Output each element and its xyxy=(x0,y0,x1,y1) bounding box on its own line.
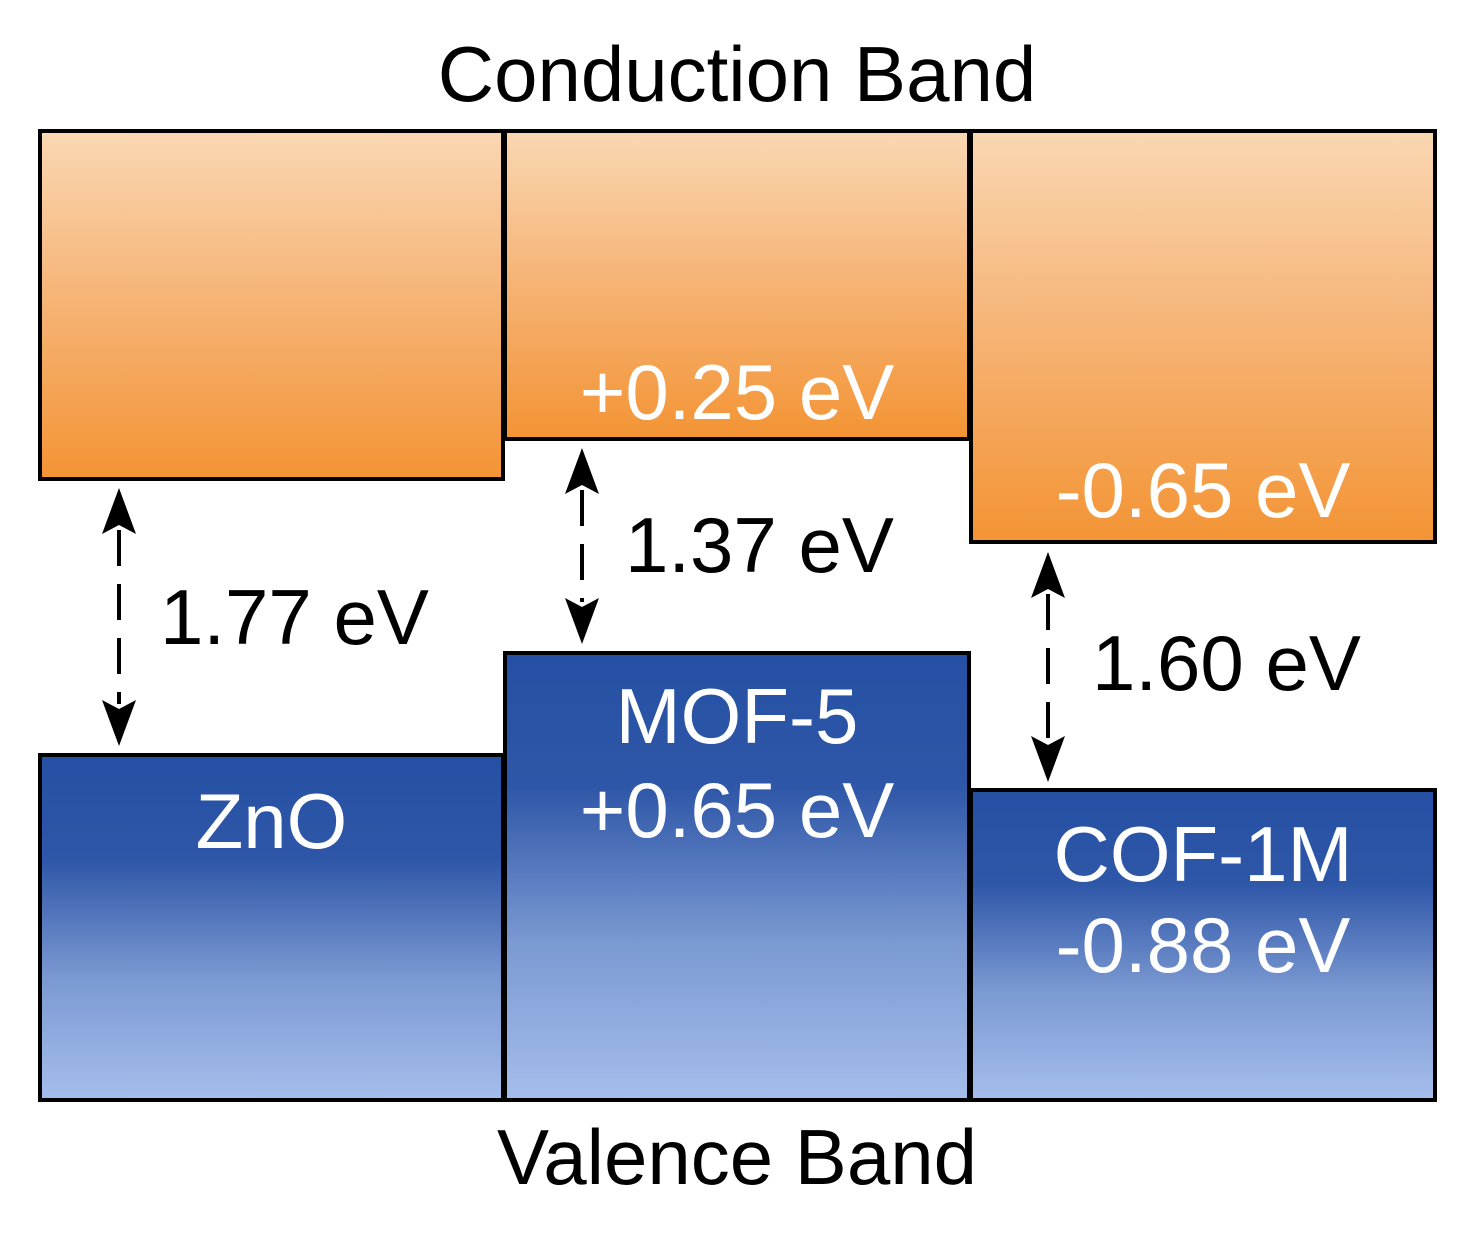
cof1m-conduction-band: -0.65 eV xyxy=(969,129,1437,544)
cof1m-valence-offset: -0.88 eV xyxy=(1055,901,1351,989)
mof5-gap-label: 1.37 eV xyxy=(625,501,894,589)
valence-band-title: Valence Band xyxy=(497,1113,977,1201)
zno-gap-arrow xyxy=(102,488,136,746)
mof5-conduction-offset: +0.25 eV xyxy=(579,348,895,436)
zno-label: ZnO xyxy=(195,777,348,865)
mof5-label: MOF-5 xyxy=(615,672,859,760)
cof1m-conduction-offset: -0.65 eV xyxy=(1055,446,1351,534)
cof1m-gap-label: 1.60 eV xyxy=(1092,619,1361,707)
cof1m-valence-band: COF-1M -0.88 eV xyxy=(969,788,1437,1102)
mof5-valence-band: MOF-5 +0.65 eV xyxy=(503,651,971,1102)
mof5-conduction-band: +0.25 eV xyxy=(503,129,971,441)
zno-gap-label: 1.77 eV xyxy=(160,573,429,661)
mof5-gap-arrow xyxy=(565,448,599,644)
zno-valence-band: ZnO xyxy=(38,753,505,1102)
cof1m-gap-arrow xyxy=(1031,552,1065,782)
zno-conduction-band xyxy=(38,129,505,481)
cof1m-label: COF-1M xyxy=(1053,810,1353,898)
conduction-band-title: Conduction Band xyxy=(437,30,1037,118)
mof5-valence-offset: +0.65 eV xyxy=(579,766,895,854)
